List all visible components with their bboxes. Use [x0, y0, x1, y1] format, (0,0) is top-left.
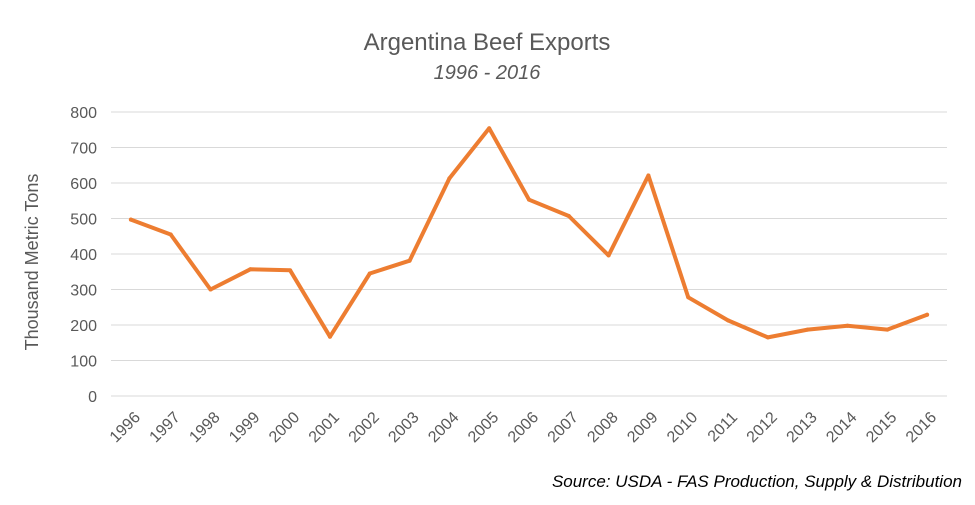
y-tick-label: 300 — [70, 283, 97, 300]
x-tick-label: 2011 — [705, 409, 741, 445]
x-axis-ticks: 1996 1997 1998 1999 2000 2001 2002 2003 2004 2005… — [107, 409, 940, 446]
x-tick-label: 2009 — [624, 409, 661, 446]
data-point-2000 — [288, 268, 293, 273]
gridlines — [111, 111, 947, 397]
data-point-2010 — [686, 295, 691, 300]
chart-title: Argentina Beef Exports — [364, 29, 611, 56]
x-tick-label: 1999 — [226, 409, 263, 446]
chart-subtitle: 1996 - 2016 — [434, 62, 542, 84]
y-tick-label: 700 — [70, 141, 97, 158]
data-point-2004 — [447, 176, 452, 181]
data-point-2001 — [327, 334, 332, 339]
data-point-1998 — [208, 287, 213, 292]
data-point-1999 — [248, 267, 253, 272]
y-axis-ticks: 0 100 200 300 400 500 600 700 800 — [70, 105, 97, 406]
x-tick-label: 1997 — [147, 409, 184, 446]
data-point-2002 — [367, 271, 372, 276]
y-tick-label: 200 — [70, 318, 97, 335]
x-tick-label: 2002 — [346, 409, 383, 446]
data-point-2014 — [845, 323, 850, 328]
data-point-1996 — [128, 217, 133, 222]
x-tick-label: 1996 — [107, 409, 144, 446]
data-point-2011 — [726, 318, 731, 323]
data-point-2005 — [487, 126, 492, 131]
x-tick-label: 1998 — [186, 409, 223, 446]
x-tick-label: 2001 — [306, 409, 343, 446]
x-tick-label: 2006 — [505, 409, 542, 446]
y-tick-label: 500 — [70, 212, 97, 229]
x-tick-label: 2000 — [266, 409, 303, 446]
x-tick-label: 2005 — [465, 409, 502, 446]
series-line — [128, 126, 930, 340]
y-tick-label: 800 — [70, 105, 97, 122]
x-tick-label: 2010 — [664, 409, 701, 446]
x-tick-label: 2014 — [823, 409, 860, 446]
x-tick-label: 2008 — [585, 409, 622, 446]
data-point-2007 — [566, 214, 571, 219]
data-point-2016 — [925, 312, 930, 317]
source-note: Source: USDA - FAS Production, Supply & … — [552, 472, 962, 491]
x-tick-label: 2016 — [903, 409, 940, 446]
x-tick-label: 2013 — [784, 409, 821, 446]
data-point-2015 — [885, 327, 890, 332]
data-point-2012 — [765, 335, 770, 340]
series-group — [128, 126, 930, 340]
x-tick-label: 2012 — [744, 409, 781, 446]
data-point-1997 — [168, 232, 173, 237]
y-tick-label: 0 — [88, 389, 97, 406]
y-tick-label: 100 — [70, 354, 97, 371]
data-point-2013 — [805, 327, 810, 332]
x-tick-label: 2015 — [863, 409, 900, 446]
x-tick-label: 2003 — [385, 409, 422, 446]
data-point-2009 — [646, 173, 651, 178]
y-tick-label: 400 — [70, 247, 97, 264]
x-tick-label: 2007 — [545, 409, 582, 446]
data-point-2008 — [606, 253, 611, 258]
x-tick-label: 2004 — [425, 409, 462, 446]
data-point-2006 — [527, 197, 531, 202]
y-tick-label: 600 — [70, 176, 97, 193]
data-point-2003 — [407, 258, 412, 263]
y-axis-title: Thousand Metric Tons — [22, 174, 42, 351]
